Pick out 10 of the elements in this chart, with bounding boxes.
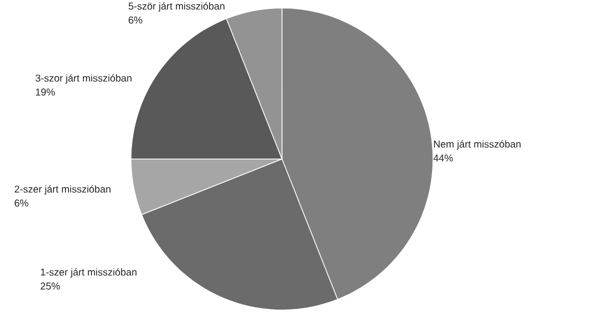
data-label: 44% xyxy=(433,154,453,162)
slice-label: 3-szor járt misszióban xyxy=(36,74,132,84)
slice-label: 5-ször járt misszióban xyxy=(128,2,224,12)
data-label: 25% xyxy=(40,282,60,290)
slice-label: 2-szer járt misszióban xyxy=(14,185,110,195)
slice-label: 1-szer járt misszióban xyxy=(40,268,136,278)
data-label: 6% xyxy=(128,16,142,24)
slice-label: Nem járt misszóban xyxy=(434,140,521,150)
data-label: 6% xyxy=(14,200,28,207)
data-label: 19% xyxy=(36,88,55,96)
